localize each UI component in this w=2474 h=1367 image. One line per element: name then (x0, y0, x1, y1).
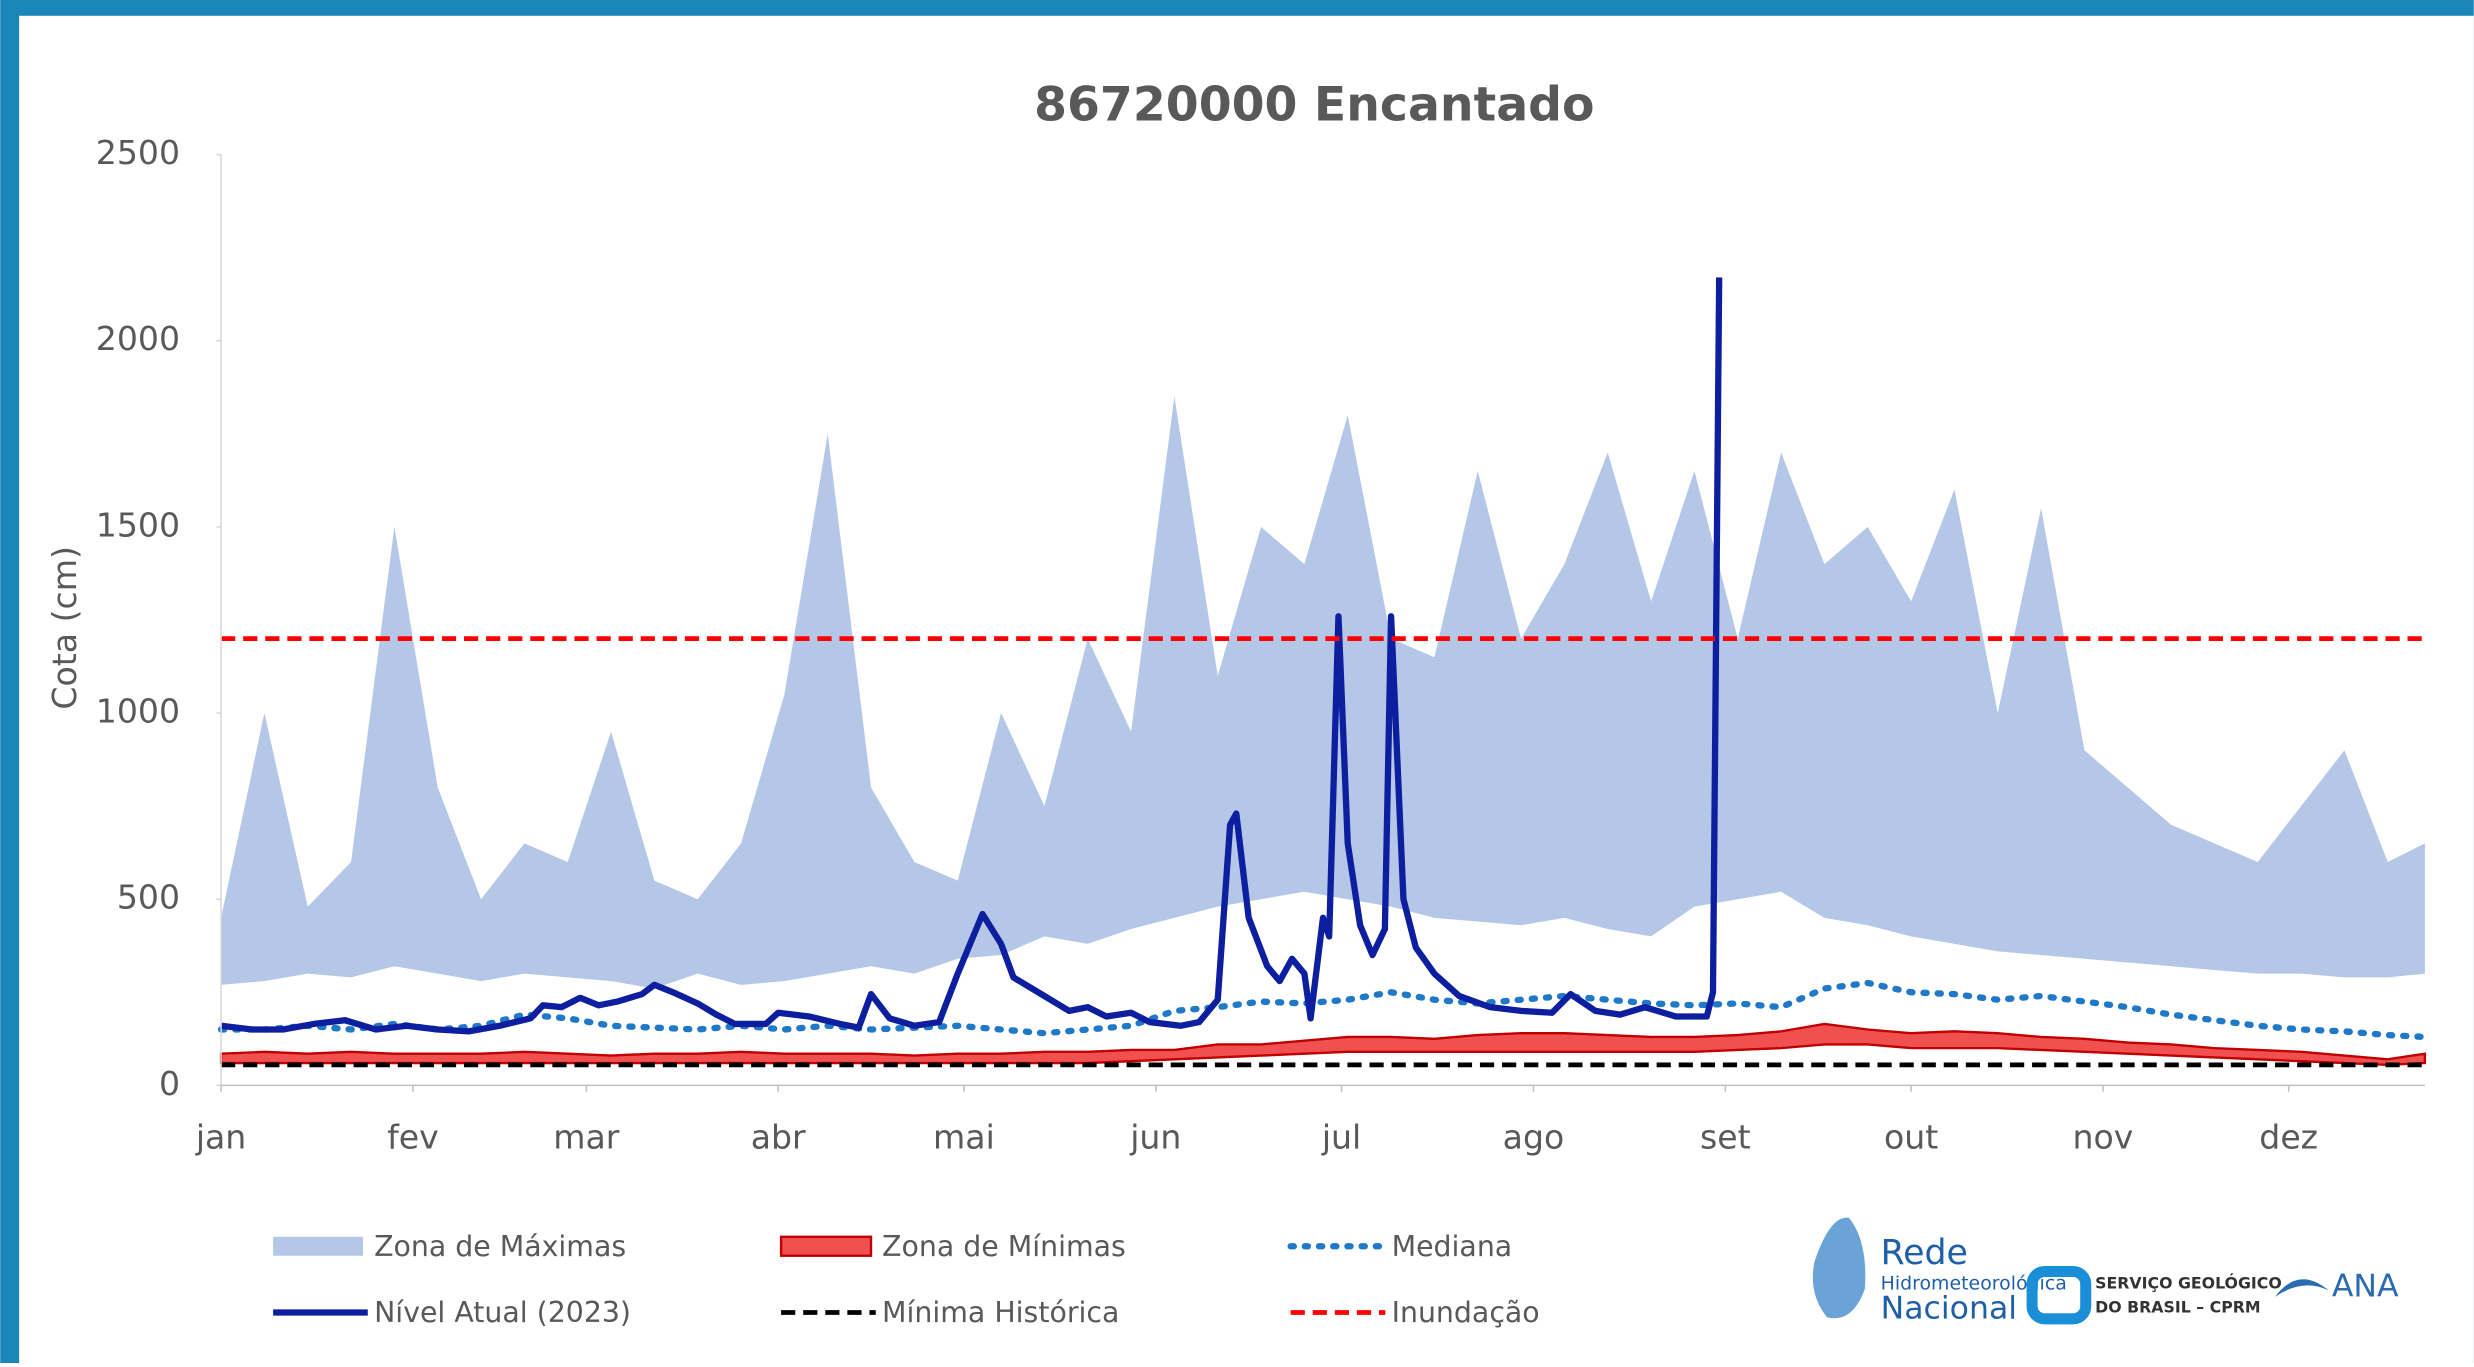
y-tick-label: 1500 (96, 505, 180, 544)
x-tick-label: abr (751, 1117, 806, 1156)
y-tick-label: 500 (117, 878, 180, 917)
legend-swatch (779, 1235, 873, 1257)
legend-label: Mediana (1392, 1230, 1513, 1263)
legend-label: Nível Atual (2023) (374, 1296, 631, 1329)
logo-text: ANA (2332, 1268, 2399, 1304)
y-tick-label: 0 (159, 1064, 180, 1103)
y-axis-label: Cota (cm) (45, 546, 84, 709)
y-tick-label: 1000 (96, 692, 180, 731)
series-line (217, 979, 2429, 1041)
logo-drop (1812, 1217, 1866, 1319)
logo-text: DO BRASIL – CPRM (2095, 1297, 2260, 1316)
legend-label: Zona de Mínimas (882, 1230, 1126, 1263)
x-tick-label: jul (1321, 1117, 1361, 1156)
x-tick-label: mai (933, 1117, 995, 1156)
logo-text: SERVIÇO GEOLÓGICO (2095, 1274, 2282, 1293)
logo-mark (2026, 1265, 2092, 1325)
chart-title: 86720000 Encantado (1034, 77, 1594, 132)
legend-label: Zona de Máximas (374, 1230, 626, 1263)
x-tick-label: dez (2259, 1117, 2318, 1156)
x-tick-label: fev (387, 1117, 439, 1156)
x-tick-label: nov (2073, 1117, 2134, 1156)
logo-text: Rede (1881, 1233, 1968, 1273)
legend-label: Mínima Histórica (882, 1296, 1119, 1329)
x-tick-label: ago (1503, 1117, 1565, 1156)
legend-swatch (273, 1236, 364, 1256)
x-tick-label: jun (1129, 1117, 1181, 1156)
x-tick-label: mar (553, 1117, 620, 1156)
band-area (221, 396, 2425, 989)
x-tick-label: set (1700, 1117, 1751, 1156)
logo-text: Nacional (1881, 1290, 2017, 1326)
x-tick-label: out (1884, 1117, 1938, 1156)
logo-mark (2275, 1279, 2329, 1297)
y-tick-label: 2500 (96, 133, 180, 172)
x-tick-label: jan (195, 1117, 246, 1156)
legend-label: Inundação (1392, 1296, 1540, 1329)
logo-text: Hidrometeorológica (1881, 1273, 2067, 1295)
series-line (220, 277, 1723, 1035)
logos: Rede Hidrometeorológica Nacional SERVIÇO… (1812, 1217, 2399, 1326)
y-tick-label: 2000 (96, 319, 180, 358)
